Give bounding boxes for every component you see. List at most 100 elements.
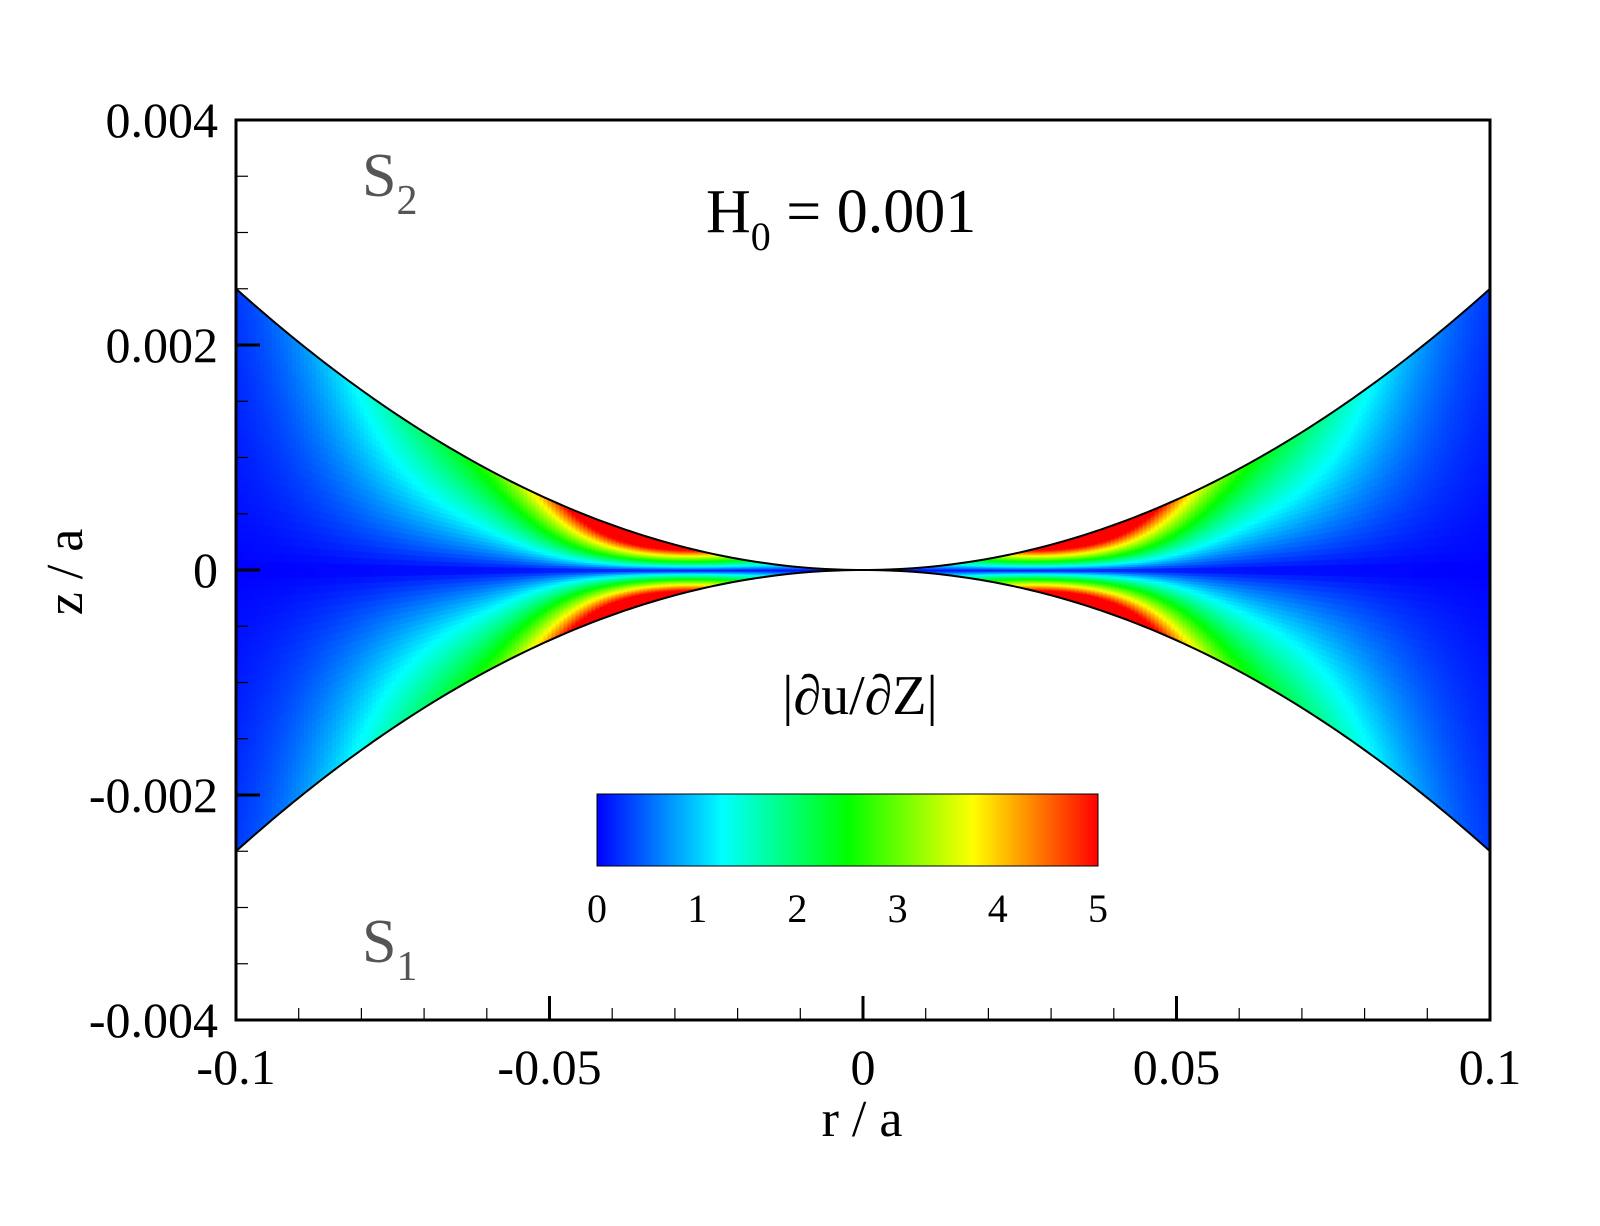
field-cell [535, 527, 541, 531]
field-cell [423, 579, 429, 585]
field-cell [327, 570, 333, 578]
field-cell [371, 546, 377, 553]
field-cell [291, 529, 297, 539]
field-cell [327, 491, 333, 500]
field-cell [335, 673, 341, 681]
field-cell [391, 718, 397, 725]
field-cell [315, 718, 321, 727]
field-cell [527, 539, 533, 543]
field-cell [315, 733, 321, 742]
field-cell [499, 517, 505, 522]
field-cell [503, 656, 509, 661]
field-cell [391, 702, 397, 709]
field-cell [415, 674, 421, 680]
field-cell [311, 645, 317, 654]
field-cell [299, 459, 305, 469]
field-cell [267, 438, 273, 448]
field-cell [531, 550, 537, 555]
field-cell [287, 455, 293, 464]
field-cell [275, 570, 281, 580]
field-cell [391, 448, 397, 455]
field-cell [435, 447, 441, 453]
field-cell [551, 589, 557, 593]
field-cell [531, 496, 537, 500]
field-cell [479, 537, 485, 542]
field-cell [271, 578, 277, 588]
field-cell [507, 632, 513, 637]
field-cell [407, 611, 413, 617]
field-cell [451, 658, 457, 663]
field-cell [359, 626, 365, 634]
field-cell [323, 432, 329, 441]
field-cell [539, 627, 545, 631]
field-cell [443, 491, 449, 497]
field-cell [411, 605, 417, 612]
field-cell [451, 494, 457, 500]
field-cell [531, 600, 537, 604]
field-cell [243, 703, 249, 714]
field-cell [311, 404, 317, 413]
field-cell [371, 456, 377, 463]
field-cell [311, 607, 317, 616]
field-cell [279, 671, 285, 681]
field-cell [239, 348, 245, 359]
field-cell [271, 535, 277, 545]
field-cell [431, 662, 437, 668]
field-cell [263, 685, 269, 696]
field-cell [419, 667, 425, 674]
field-cell [351, 589, 357, 597]
field-cell [331, 570, 337, 578]
field-cell [519, 537, 525, 542]
field-cell [395, 597, 401, 604]
field-cell [487, 482, 493, 487]
field-cell [483, 673, 489, 678]
field-cell [407, 554, 413, 561]
field-cell [299, 648, 305, 658]
field-cell [359, 683, 365, 690]
field-cell [547, 547, 553, 551]
field-cell [443, 487, 449, 493]
field-cell [259, 633, 265, 643]
field-cell [371, 420, 377, 427]
field-cell [523, 581, 529, 585]
field-cell [503, 480, 509, 484]
field-cell [319, 379, 325, 388]
field-cell [459, 565, 465, 571]
field-cell [411, 570, 417, 576]
field-cell [327, 456, 333, 465]
field-cell [495, 556, 501, 561]
field-cell [323, 440, 329, 448]
field-cell [471, 566, 477, 571]
field-cell [315, 711, 321, 720]
field-cell [243, 379, 249, 390]
field-cell [475, 629, 481, 634]
field-cell [487, 570, 493, 575]
field-cell [411, 630, 417, 637]
field-cell [255, 396, 261, 407]
field-cell [415, 485, 421, 492]
field-cell [551, 623, 557, 627]
field-cell [391, 547, 397, 555]
field-cell [339, 603, 345, 612]
field-cell [423, 517, 429, 523]
field-cell [319, 452, 325, 461]
field-cell [535, 572, 541, 576]
field-cell [255, 624, 261, 635]
field-cell [543, 613, 549, 617]
field-cell [475, 547, 481, 552]
field-cell [307, 646, 313, 655]
field-cell [467, 527, 473, 532]
field-cell [511, 554, 517, 559]
field-cell [475, 610, 481, 616]
field-cell [339, 610, 345, 619]
field-cell [407, 451, 413, 458]
field-cell [371, 581, 377, 589]
field-cell [467, 538, 473, 544]
field-cell [283, 370, 289, 380]
field-cell [543, 529, 549, 533]
field-cell [287, 504, 293, 514]
field-cell [567, 632, 573, 636]
field-cell [279, 544, 285, 554]
field-cell [295, 585, 301, 595]
field-cell [411, 438, 417, 445]
